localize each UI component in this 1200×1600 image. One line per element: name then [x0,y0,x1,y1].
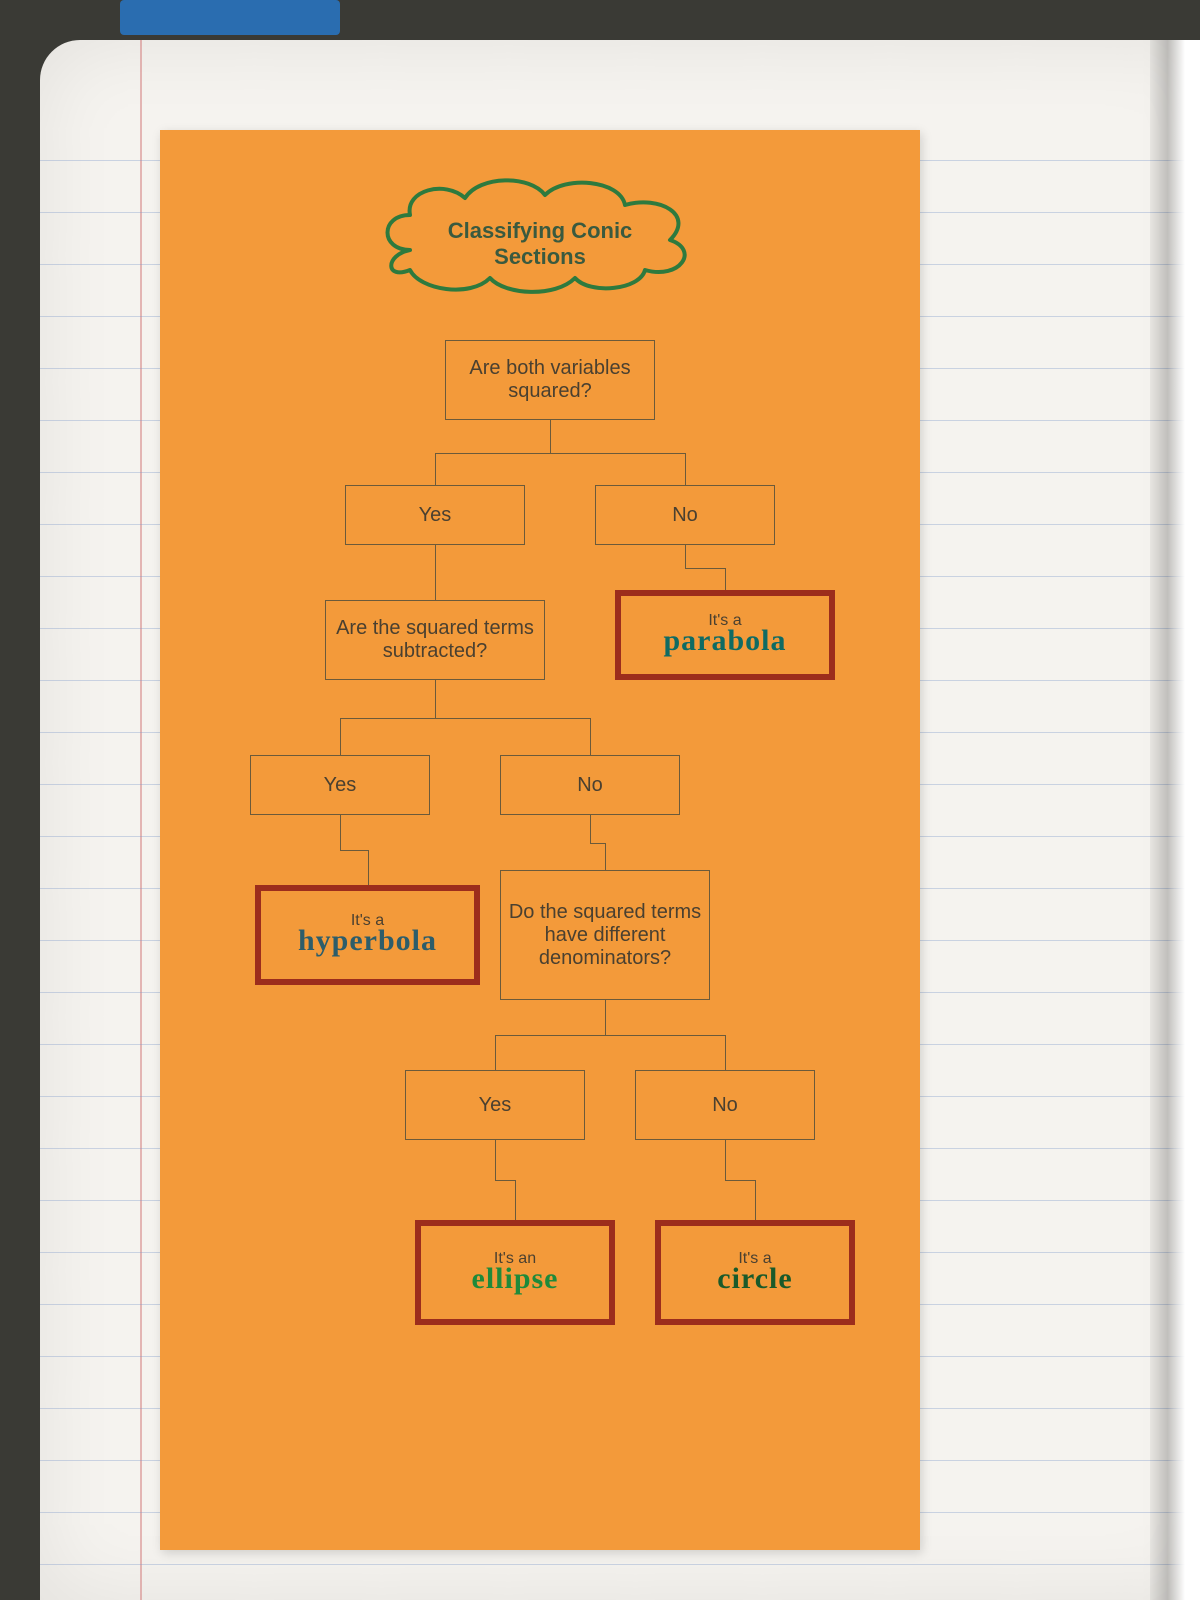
flowchart-title: Classifying Conic Sections [400,218,680,270]
flowchart-edge [725,1180,755,1181]
flowchart-edge [725,1140,726,1180]
option-yes2: Yes [250,755,430,815]
flowchart-edge [340,815,341,850]
flowchart-edge [435,453,436,486]
answer-handwriting: hyperbola [298,924,437,958]
flowchart-edge [685,453,686,486]
margin-line [140,40,142,1600]
answer-circle: It's acircle [655,1220,855,1325]
flowchart-edge [340,850,368,851]
option-no2: No [500,755,680,815]
desk-marker [120,0,340,35]
option-no1: No [595,485,775,545]
flowchart-edge [550,420,551,453]
question-q1: Are both variables squared? [445,340,655,420]
question-q3: Do the squared terms have different deno… [500,870,710,1000]
flowchart-edge [725,1035,726,1070]
option-yes1: Yes [345,485,525,545]
flowchart-edge [495,1035,496,1070]
flowchart-edge [435,453,550,454]
answer-hyperbola: It's ahyperbola [255,885,480,985]
flowchart-edge [590,815,591,843]
answer-handwriting: circle [717,1262,792,1296]
option-no3: No [635,1070,815,1140]
flowchart-edge [515,1180,516,1220]
flowchart-edge [685,568,725,569]
flowchart-edge [495,1180,515,1181]
notebook-page: Classifying Conic Sections Are both vari… [40,40,1200,1600]
flowchart-edge [725,568,726,591]
flowchart-edge [495,1140,496,1180]
flowchart-edge [590,718,591,756]
flowchart-edge [495,1035,605,1036]
flowchart-edge [435,718,590,719]
flowchart-edge [340,718,435,719]
flowchart-edge [435,545,436,573]
answer-parabola: It's aparabola [615,590,835,680]
flowchart-edge [605,1000,606,1035]
flowchart-edge [368,850,369,885]
option-yes3: Yes [405,1070,585,1140]
ruled-line [40,1564,1200,1565]
flowchart-edge [590,843,605,844]
answer-handwriting: parabola [663,624,786,658]
flowchart-edge [605,1035,725,1036]
answer-ellipse: It's anellipse [415,1220,615,1325]
flowchart-edge [685,545,686,568]
answer-handwriting: ellipse [472,1262,559,1296]
orange-sheet: Classifying Conic Sections Are both vari… [160,130,920,1550]
flowchart-edge [550,453,685,454]
question-q2: Are the squared terms subtracted? [325,600,545,680]
flowchart-edge [435,680,436,718]
flowchart-edge [340,718,341,756]
notebook-binding [1150,40,1200,1600]
flowchart-edge [435,573,436,601]
flowchart-edge [605,843,606,871]
flowchart-edge [755,1180,756,1220]
